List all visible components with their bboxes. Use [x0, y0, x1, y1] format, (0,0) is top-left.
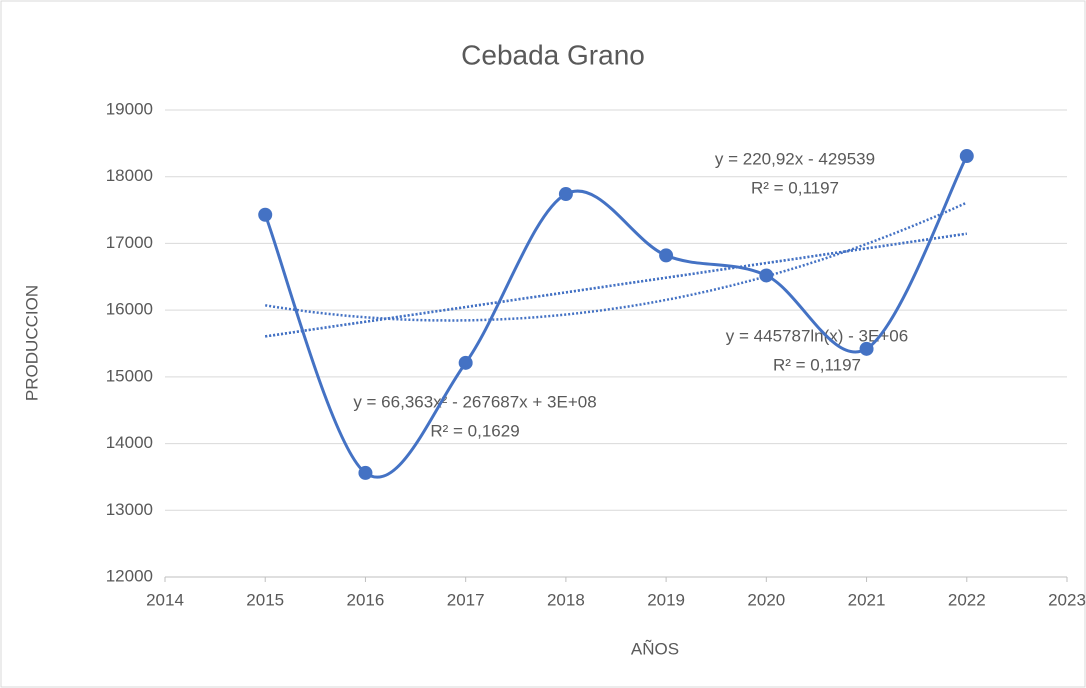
x-tick-label: 2017	[447, 590, 485, 609]
y-tick-label: 13000	[106, 500, 153, 519]
data-point	[759, 268, 774, 283]
x-tick-label: 2014	[146, 590, 184, 609]
trend-r2: R² = 0,1629	[430, 421, 519, 440]
x-tick-label: 2022	[948, 590, 986, 609]
y-tick-label: 12000	[106, 566, 153, 585]
x-tick-label: 2019	[647, 590, 685, 609]
x-tick-label: 2021	[848, 590, 886, 609]
y-axis-label: PRODUCCION	[22, 285, 41, 401]
y-tick-label: 14000	[106, 433, 153, 452]
x-tick-label: 2023	[1048, 590, 1086, 609]
y-tick-label: 17000	[106, 233, 153, 252]
chart-title: Cebada Grano	[461, 39, 645, 70]
y-tick-label: 15000	[106, 366, 153, 385]
trend-equation: y = 445787ln(x) - 3E+06	[726, 326, 908, 345]
trend-r2: R² = 0,1197	[773, 355, 861, 374]
data-point	[258, 207, 273, 222]
data-point	[358, 465, 373, 480]
x-tick-label: 2016	[347, 590, 385, 609]
trendline	[264, 201, 968, 322]
trend-equation: y = 220,92x - 429539	[715, 149, 875, 168]
x-axis-label: AÑOS	[631, 639, 679, 658]
y-tick-label: 19000	[106, 99, 153, 118]
data-point	[659, 248, 674, 263]
trend-equation: y = 66,363x² - 267687x + 3E+08	[353, 392, 596, 411]
x-tick-label: 2018	[547, 590, 585, 609]
x-tick-label: 2015	[246, 590, 284, 609]
data-point	[558, 187, 573, 202]
trend-r2: R² = 0,1197	[751, 178, 839, 197]
data-point	[959, 149, 974, 164]
data-point	[458, 355, 473, 370]
x-tick-label: 2020	[747, 590, 785, 609]
data-point	[859, 341, 874, 356]
y-tick-label: 16000	[106, 300, 153, 319]
y-tick-label: 18000	[106, 166, 153, 185]
